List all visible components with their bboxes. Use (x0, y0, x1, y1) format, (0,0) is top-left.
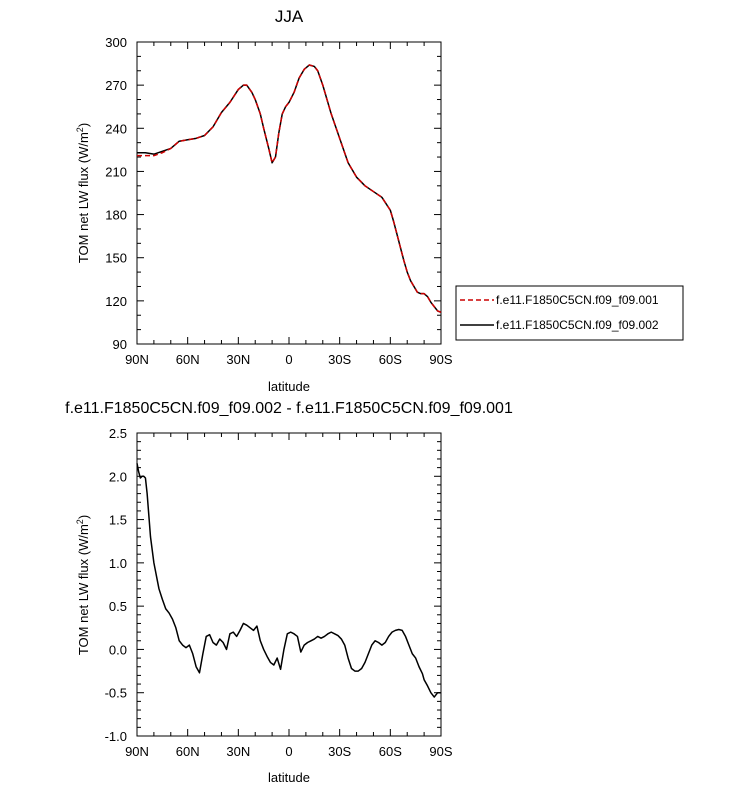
bottom-x-tick-label: 30N (226, 744, 250, 759)
bottom-y-tick-label: 2.0 (109, 469, 127, 484)
bottom-x-tick-label: 60S (379, 744, 402, 759)
legend: f.e11.F1850C5CN.f09_f09.001 f.e11.F1850C… (455, 285, 684, 341)
legend-label-002: f.e11.F1850C5CN.f09_f09.002 (496, 318, 659, 332)
bottom-y-axis-label-main: TOM net LW flux (W/m (76, 524, 91, 655)
top-x-tick-label: 90N (125, 352, 149, 367)
bottom-y-axis-label-sup: 2 (75, 519, 85, 524)
top-x-tick-label: 60N (176, 352, 200, 367)
bottom-x-tick-labels: 90N 60N 30N 0 30S 60S 90S (125, 744, 453, 759)
top-y-axis-label: TOM net LW flux (W/m2) (75, 123, 91, 263)
bottom-y-axis-label-end: ) (76, 515, 91, 519)
bottom-y-tick-label: -1.0 (105, 729, 127, 744)
bottom-x-tick-label: 90S (429, 744, 452, 759)
top-y-tick-label: 240 (105, 121, 127, 136)
top-y-tick-label: 120 (105, 294, 127, 309)
top-x-axis-label: latitude (268, 379, 310, 394)
bottom-y-tick-label: 2.5 (109, 426, 127, 441)
bottom-y-tick-label: -0.5 (105, 686, 127, 701)
bottom-title: f.e11.F1850C5CN.f09_f09.002 - f.e11.F185… (65, 400, 513, 417)
bottom-x-tick-label: 30S (328, 744, 351, 759)
top-y-tick-label: 150 (105, 251, 127, 266)
bottom-series-lines (136, 463, 441, 698)
bottom-y-tick-labels: -1.0 -0.5 0.0 0.5 1.0 1.5 2.0 2.5 (105, 426, 127, 744)
top-y-tick-label: 270 (105, 78, 127, 93)
legend-label-001: f.e11.F1850C5CN.f09_f09.001 (496, 293, 659, 307)
bottom-x-tick-label: 0 (285, 744, 292, 759)
top-title: JJA (275, 7, 304, 26)
bottom-y-tick-label: 1.0 (109, 556, 127, 571)
top-plot-frame (136, 41, 442, 345)
bottom-x-tick-label: 90N (125, 744, 149, 759)
top-y-axis-label-sup: 2 (75, 127, 85, 132)
bottom-ticks (136, 432, 442, 737)
top-ticks (136, 41, 442, 345)
top-x-tick-labels: 90N 60N 30N 0 30S 60S 90S (125, 352, 453, 367)
top-panel: JJA 90N 60N 30N 0 30S 60S 90S 90 120 150 180 210 24… (75, 7, 453, 394)
bottom-panel: f.e11.F1850C5CN.f09_f09.002 - f.e11.F185… (65, 400, 513, 785)
top-series-line-002 (137, 64, 442, 314)
top-y-axis-label-main: TOM net LW flux (W/m (76, 132, 91, 263)
bottom-series-line-difference (136, 463, 441, 698)
top-y-tick-label: 210 (105, 164, 127, 179)
bottom-y-axis-label: TOM net LW flux (W/m2) (75, 515, 91, 655)
top-x-tick-label: 30S (328, 352, 351, 367)
top-x-tick-label: 0 (285, 352, 292, 367)
top-x-tick-label: 60S (379, 352, 402, 367)
bottom-y-tick-label: 0.0 (109, 642, 127, 657)
top-y-axis-label-end: ) (76, 123, 91, 127)
top-y-tick-label: 90 (113, 337, 127, 352)
top-y-tick-label: 300 (105, 35, 127, 50)
bottom-plot-frame (136, 432, 442, 737)
top-x-tick-label: 30N (226, 352, 250, 367)
top-y-tick-labels: 90 120 150 180 210 240 270 300 (105, 35, 127, 352)
bottom-y-tick-label: 0.5 (109, 599, 127, 614)
legend-box (455, 285, 684, 341)
bottom-y-tick-label: 1.5 (109, 513, 127, 528)
top-y-tick-label: 180 (105, 208, 127, 223)
bottom-x-axis-label: latitude (268, 770, 310, 785)
top-series-lines (137, 64, 442, 314)
top-x-tick-label: 90S (429, 352, 452, 367)
bottom-x-tick-label: 60N (176, 744, 200, 759)
